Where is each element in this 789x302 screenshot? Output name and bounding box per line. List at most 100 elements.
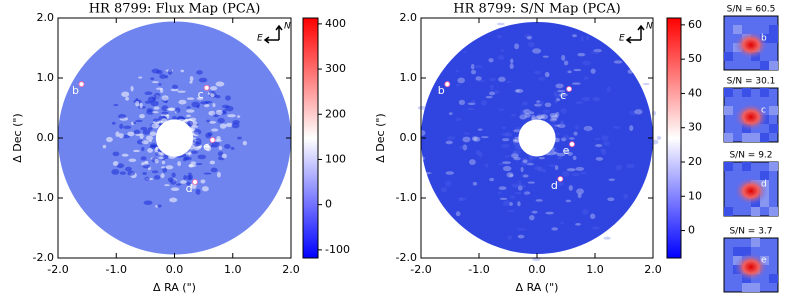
speckle xyxy=(152,94,157,101)
speckle xyxy=(572,34,577,38)
thumb-pixel xyxy=(751,207,760,216)
planet-label: d xyxy=(186,182,193,195)
speckle xyxy=(554,165,559,171)
planet-psf xyxy=(734,253,768,281)
thumb-pixel xyxy=(769,61,778,70)
coronagraph-hole xyxy=(518,119,556,157)
thumb-letter: e xyxy=(761,256,767,266)
speckle xyxy=(147,127,153,131)
speckle xyxy=(517,201,521,207)
speckle xyxy=(501,132,510,136)
speckle xyxy=(593,48,602,53)
speckle xyxy=(157,204,162,208)
thumb-pixel xyxy=(742,162,751,171)
y-tick-label: 0.0 xyxy=(400,131,418,144)
y-tick-label: 1.0 xyxy=(37,71,55,84)
speckle xyxy=(592,96,601,102)
speckle xyxy=(514,43,520,50)
speckle xyxy=(115,131,120,137)
speckle xyxy=(502,161,512,165)
speckle xyxy=(531,114,536,121)
speckle xyxy=(555,97,560,103)
thumb-pixel xyxy=(724,52,733,61)
speckle xyxy=(520,160,528,166)
speckle xyxy=(186,97,195,100)
speckle xyxy=(189,76,194,82)
speckle xyxy=(567,151,573,156)
thumb-pixel xyxy=(742,283,751,292)
y-tick-label: -1.0 xyxy=(396,191,417,204)
speckle xyxy=(516,126,521,131)
speckle xyxy=(159,74,167,79)
thumb-pixel xyxy=(724,162,733,171)
speckle xyxy=(455,83,461,87)
speckle xyxy=(455,211,461,217)
speckle xyxy=(522,174,529,178)
speckle xyxy=(590,68,596,74)
speckle xyxy=(467,107,475,111)
speckle xyxy=(601,149,607,155)
speckle xyxy=(164,184,170,187)
thumb-pixel xyxy=(751,238,760,247)
x-tick-label: -1.0 xyxy=(106,263,127,276)
speckle xyxy=(510,153,519,159)
speckle xyxy=(514,191,522,195)
speckle xyxy=(161,105,169,112)
speckle xyxy=(529,214,535,221)
speckle xyxy=(448,112,453,115)
speckle xyxy=(541,168,547,173)
speckle xyxy=(514,144,522,151)
speckle xyxy=(193,129,202,135)
speckle xyxy=(585,126,591,133)
speckle xyxy=(462,144,468,151)
speckle xyxy=(510,58,514,64)
speckle xyxy=(606,86,611,92)
speckle xyxy=(524,34,533,39)
speckle xyxy=(154,158,159,164)
speckle xyxy=(113,103,119,107)
x-label: Δ RA (") xyxy=(153,281,196,294)
speckle xyxy=(502,200,512,206)
speckle xyxy=(559,93,568,97)
speckle xyxy=(556,98,561,102)
speckle xyxy=(509,202,513,206)
speckle xyxy=(471,136,478,141)
speckle xyxy=(445,171,454,175)
speckle xyxy=(583,126,593,131)
speckle xyxy=(153,106,160,110)
speckle xyxy=(513,129,522,133)
thumb-pixel xyxy=(769,106,778,115)
speckle xyxy=(475,149,481,156)
speckle xyxy=(509,174,514,177)
speckle xyxy=(536,114,545,119)
speckle xyxy=(583,76,589,80)
speckle xyxy=(423,172,432,175)
speckle xyxy=(215,81,225,87)
speckle xyxy=(509,195,516,199)
speckle xyxy=(507,209,515,213)
speckle xyxy=(560,221,564,225)
speckle xyxy=(111,169,120,175)
speckle xyxy=(608,178,616,182)
speckle xyxy=(177,161,182,167)
speckle xyxy=(121,153,129,157)
speckle xyxy=(477,128,483,131)
thumb-pixel xyxy=(769,274,778,283)
speckle xyxy=(462,136,471,143)
speckle xyxy=(603,236,611,240)
colorbar-tick-label: 300 xyxy=(325,62,346,75)
speckle xyxy=(133,121,137,125)
speckle xyxy=(512,139,520,143)
speckle xyxy=(221,153,227,159)
speckle xyxy=(513,141,521,146)
thumb-pixel xyxy=(769,34,778,43)
speckle xyxy=(650,139,659,145)
speckle xyxy=(142,164,151,169)
speckle xyxy=(135,100,140,107)
thumb-pixel xyxy=(733,247,742,256)
speckle xyxy=(517,234,525,239)
speckle xyxy=(481,136,489,139)
colorbar-tick-label: 60 xyxy=(688,18,702,31)
speckle xyxy=(125,166,132,172)
speckle xyxy=(211,128,219,132)
